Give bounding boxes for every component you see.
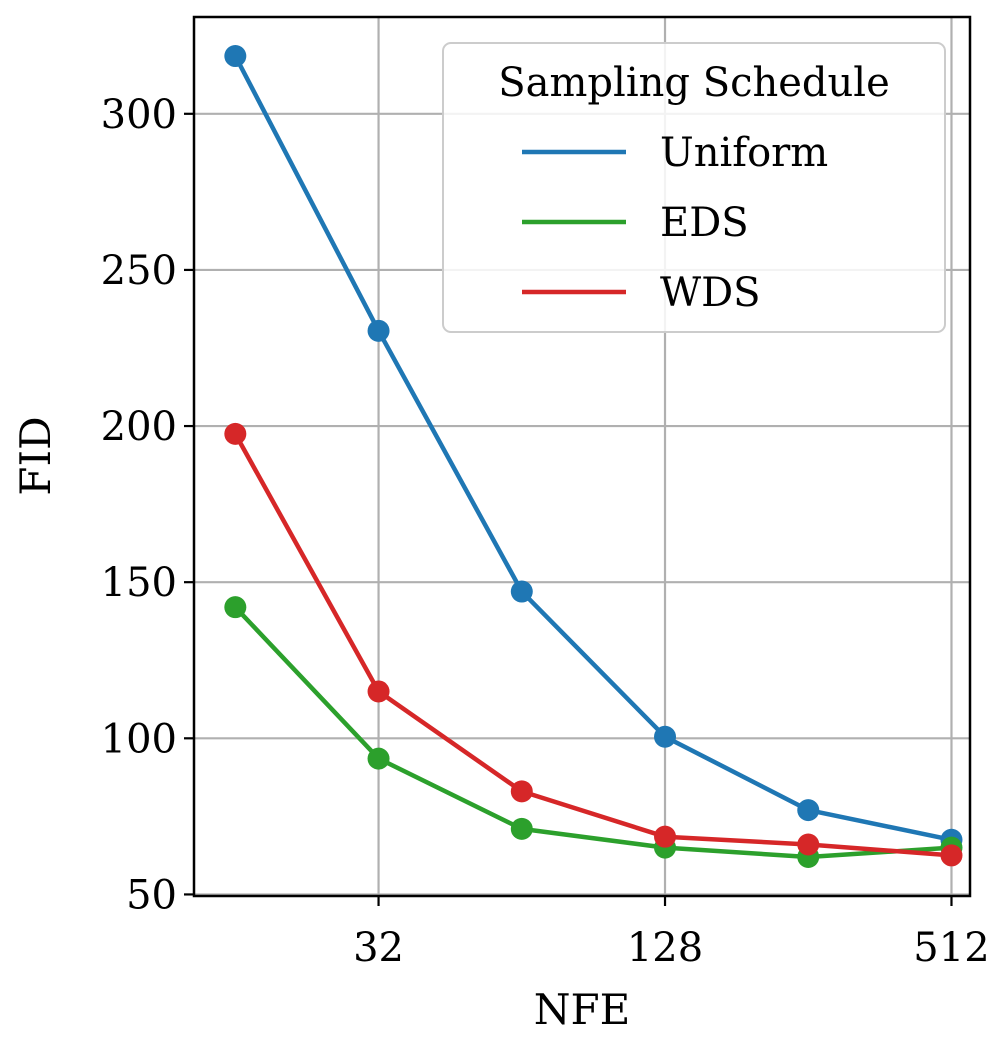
legend: Sampling Schedule Uniform EDS WDS <box>442 42 946 333</box>
y-tick-label: 250 <box>101 248 177 294</box>
series-line-uniform <box>233 53 954 843</box>
data-point-uniform <box>654 725 677 748</box>
y-tick-label: 100 <box>101 716 177 762</box>
series-eds <box>224 596 963 868</box>
x-axis-label: NFE <box>534 985 631 1034</box>
legend-label-eds: EDS <box>660 200 749 246</box>
series-line-eds <box>233 604 954 860</box>
axis-ticks: 32 128 512 50 100 150 200 250 300 <box>101 92 990 971</box>
y-axis-label: FID <box>11 416 60 495</box>
legend-title: Sampling Schedule <box>498 60 890 106</box>
series-line-wds <box>233 431 954 858</box>
data-point-uniform <box>367 319 390 342</box>
data-point-uniform <box>797 799 820 822</box>
data-point-uniform <box>510 580 533 603</box>
data-point-wds <box>510 780 533 803</box>
data-point-uniform <box>224 45 247 68</box>
y-tick-label: 50 <box>126 872 177 918</box>
data-point-wds <box>367 680 390 703</box>
y-tick-label: 300 <box>101 92 177 138</box>
data-point-wds <box>940 844 963 867</box>
y-tick-label: 150 <box>101 560 177 606</box>
x-tick-label: 128 <box>627 925 703 971</box>
legend-label-wds: WDS <box>660 270 761 316</box>
series-layer <box>224 45 963 868</box>
data-point-wds <box>797 833 820 856</box>
series-wds <box>224 422 963 867</box>
legend-items: Uniform EDS WDS <box>522 130 828 316</box>
data-point-eds <box>510 817 533 840</box>
data-point-wds <box>224 422 247 445</box>
series-uniform <box>224 45 963 851</box>
legend-box <box>442 42 946 333</box>
data-point-eds <box>367 747 390 770</box>
x-tick-label: 512 <box>913 925 989 971</box>
plot-frame <box>192 15 972 898</box>
y-tick-label: 200 <box>101 404 177 450</box>
data-point-eds <box>224 596 247 619</box>
legend-label-uniform: Uniform <box>660 130 828 176</box>
x-tick-label: 32 <box>353 925 404 971</box>
data-point-wds <box>654 825 677 848</box>
